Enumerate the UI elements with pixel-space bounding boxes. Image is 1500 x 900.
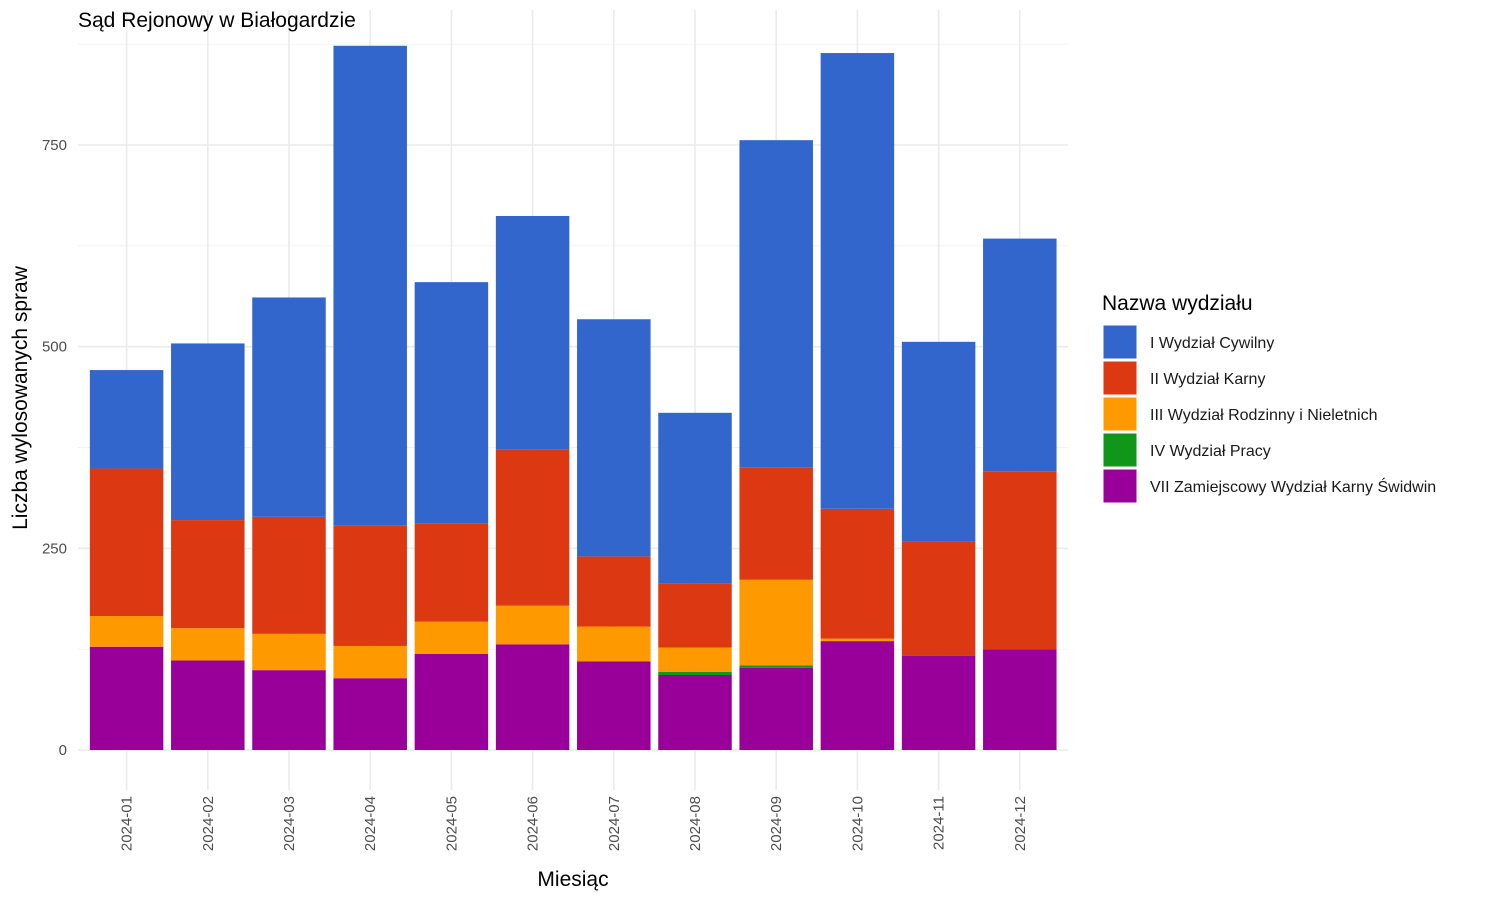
x-tick-label: 2024-06 (525, 796, 542, 851)
bar-segment (658, 674, 732, 750)
bar-segment (658, 647, 732, 672)
bar-segment (820, 641, 895, 750)
bar-segment (252, 297, 326, 517)
x-tick-label: 2024-02 (200, 796, 217, 851)
bar-segment (983, 238, 1057, 472)
legend-items: I Wydział Cywilny II Wydział Karny III Wyd… (1102, 324, 1436, 504)
x-axis-ticks: 2024-01 2024-02 2024-03 2024-04 2024-05 2024-… (119, 796, 1029, 851)
bar-segment (495, 605, 570, 645)
bar-segment (495, 644, 570, 750)
legend-swatch (1102, 432, 1138, 468)
y-axis-title: Liczba wylosowanych spraw (9, 265, 32, 530)
bar-segment (820, 53, 895, 509)
legend-swatch (1102, 468, 1138, 504)
bar-segment (414, 523, 489, 622)
legend: Nazwa wydziału I Wydział Cywilny II Wydzi… (1102, 292, 1436, 504)
bar-segment (252, 633, 326, 671)
bar-segment (333, 45, 407, 526)
bar-segment (89, 370, 164, 469)
legend-swatch (1102, 324, 1138, 360)
y-tick-label: 500 (42, 339, 67, 356)
bar-segment (495, 215, 570, 450)
bar-segment (658, 412, 732, 584)
bar-segment (89, 646, 164, 750)
bar-segment (333, 678, 407, 750)
bar-segment (414, 654, 489, 750)
bar-segment (739, 579, 813, 666)
bar-segment (414, 282, 489, 524)
bars-layer (89, 45, 1057, 750)
x-tick-label: 2024-12 (1012, 796, 1029, 851)
bar-segment (658, 583, 732, 648)
x-tick-label: 2024-11 (931, 796, 948, 850)
y-tick-label: 0 (59, 742, 67, 759)
bar-segment (739, 665, 813, 668)
x-tick-label: 2024-05 (443, 796, 460, 851)
legend-title: Nazwa wydziału (1102, 292, 1253, 315)
bar-segment (414, 621, 489, 655)
bar-segment (739, 140, 813, 468)
bar-segment (171, 628, 245, 661)
x-tick-label: 2024-07 (606, 796, 623, 851)
x-tick-label: 2024-10 (849, 796, 866, 851)
bar-segment (658, 671, 732, 675)
bar-segment (252, 516, 326, 634)
x-axis-title: Miesiąc (537, 868, 608, 891)
legend-swatch (1102, 396, 1138, 432)
x-tick-label: 2024-09 (768, 796, 785, 851)
y-tick-label: 250 (42, 540, 67, 557)
bar-segment (171, 660, 245, 750)
bar-segment (171, 343, 245, 521)
bar-segment (577, 626, 651, 662)
legend-label: II Wydział Karny (1150, 371, 1265, 388)
bar-segment (739, 467, 813, 580)
bar-segment (820, 638, 895, 642)
bar-segment (333, 645, 407, 679)
legend-label: I Wydział Cywilny (1150, 335, 1274, 352)
bar-segment (333, 525, 407, 646)
bar-segment (901, 541, 976, 656)
legend-swatch (1102, 360, 1138, 396)
legend-label: VII Zamiejscowy Wydział Karny Świdwin (1150, 477, 1436, 496)
bar-segment (252, 670, 326, 750)
x-tick-label: 2024-01 (119, 796, 136, 851)
bar-segment (577, 556, 651, 627)
y-tick-label: 750 (42, 137, 67, 154)
bar-segment (577, 319, 651, 557)
bar-segment (89, 468, 164, 617)
bar-segment (89, 616, 164, 647)
bar-segment (495, 449, 570, 606)
bar-segment (820, 508, 895, 639)
x-tick-label: 2024-08 (687, 796, 704, 851)
x-tick-label: 2024-03 (281, 796, 298, 851)
x-tick-label: 2024-04 (362, 796, 379, 851)
bar-segment (901, 655, 976, 750)
bar-segment (983, 471, 1057, 650)
legend-label: III Wydział Rodzinny i Nieletnich (1150, 407, 1378, 424)
legend-label: IV Wydział Pracy (1150, 443, 1271, 460)
chart-title: Sąd Rejonowy w Białogardzie (78, 9, 356, 32)
bar-segment (577, 661, 651, 750)
bar-segment (171, 520, 245, 629)
y-axis-ticks: 0 250 500 750 (42, 137, 67, 759)
bar-segment (739, 667, 813, 750)
bar-segment (901, 341, 976, 542)
bar-segment (983, 649, 1057, 750)
